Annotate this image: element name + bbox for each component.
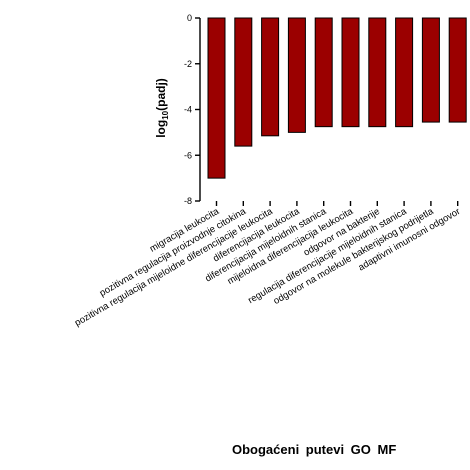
y-tick-label: 0 [187,13,192,23]
y-tick-label: -4 [184,105,192,115]
bar [314,17,333,128]
y-tick-label: -6 [184,150,192,160]
bar [341,17,360,128]
bar [421,17,440,123]
bars-group [207,17,467,179]
bar [234,17,253,147]
y-tick-label: -2 [184,59,192,69]
y-axis: 0 -2 -4 -6 -8 [184,13,201,206]
bar [287,17,306,133]
bar [207,17,226,179]
y-tick-label: -8 [184,196,192,206]
y-axis-label: log10(padj) [154,78,170,138]
bar [448,17,467,123]
bar [261,17,280,137]
bar [368,17,387,128]
y-axis-label-subscript: 10 [161,110,170,119]
bar [395,17,414,128]
x-axis-ticks [215,201,459,206]
chart-title: Obogaćeni putevi GO MF [232,442,397,457]
